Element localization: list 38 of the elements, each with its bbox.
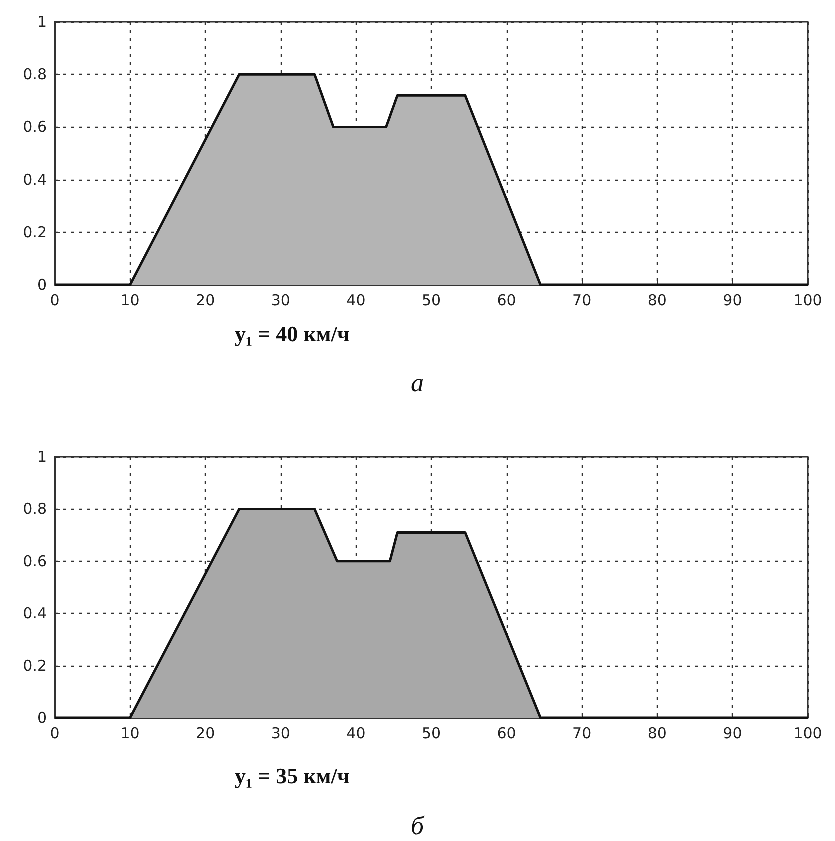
x-tick-label: 50: [422, 292, 442, 310]
x-tick-label: 90: [723, 724, 742, 742]
x-tick-label: 0: [50, 292, 60, 310]
x-tick-label: 70: [572, 292, 592, 310]
x-tick-label: 10: [120, 292, 140, 310]
x-tick-label: 70: [572, 724, 592, 742]
y-tick-label: 0.2: [23, 656, 47, 675]
x-tick-label: 30: [271, 292, 290, 310]
y-tick-label: 0.2: [23, 223, 47, 242]
x-tick-label: 20: [196, 724, 216, 742]
y-tick-label: 0.8: [23, 500, 47, 518]
y-tick-label: 1: [37, 13, 47, 31]
x-tick-label: 60: [497, 292, 516, 310]
y-tick-label: 0.6: [23, 552, 47, 570]
x-tick-label: 40: [346, 724, 366, 742]
y-tick-label: 0.6: [23, 118, 47, 136]
x-tick-label: 80: [648, 292, 667, 310]
x-tick-label: 100: [794, 724, 822, 742]
y-tick-label: 0: [37, 276, 47, 294]
text: а: [411, 368, 424, 398]
y-tick-label: 0.4: [23, 604, 47, 623]
x-tick-label: 40: [346, 292, 366, 310]
x-tick-label: 0: [50, 724, 60, 742]
y-tick-label: 0.8: [23, 66, 47, 84]
y-tick-label: 1: [37, 448, 47, 466]
x-tick-label: 20: [196, 292, 216, 310]
x-tick-label: 50: [422, 724, 442, 742]
x-tick-label: 80: [648, 724, 667, 742]
x-tick-label: 100: [794, 292, 822, 310]
text: б: [410, 812, 425, 840]
x-axis-title: y₁ = 40 км/ч: [235, 322, 350, 346]
x-tick-label: 10: [120, 724, 140, 742]
x-axis-title: y₁ = 35 км/ч: [235, 764, 350, 788]
y-tick-label: 0: [37, 709, 47, 727]
x-tick-label: 30: [271, 724, 290, 742]
y-tick-label: 0.4: [23, 170, 47, 189]
x-tick-label: 90: [723, 292, 742, 310]
x-tick-label: 60: [497, 724, 516, 742]
